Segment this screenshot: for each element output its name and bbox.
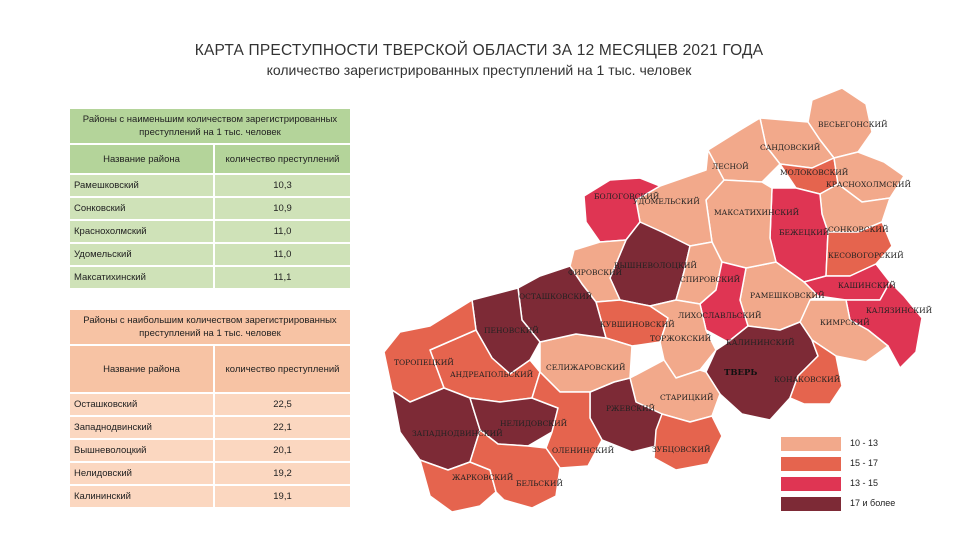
map-label: САНДОВСКИЙ bbox=[760, 143, 821, 152]
district-value: 10,3 bbox=[213, 173, 352, 198]
district-name: Вышневолоцкий bbox=[68, 438, 215, 463]
legend-item: 17 и более bbox=[781, 494, 921, 514]
legend-swatch bbox=[781, 457, 841, 471]
table-row: Сонковский 10,9 bbox=[68, 196, 352, 221]
district-value: 19,1 bbox=[213, 484, 352, 509]
map-label: КЕСОВОГОРСКИЙ bbox=[828, 251, 904, 260]
table-low-col-name: Название района bbox=[68, 143, 215, 175]
district-value: 10,9 bbox=[213, 196, 352, 221]
table-highest-crime: Районы с наибольшим количеством зарегист… bbox=[68, 308, 352, 509]
district-zubtsovsky bbox=[653, 413, 723, 471]
page-title: КАРТА ПРЕСТУПНОСТИ ТВЕРСКОЙ ОБЛАСТИ ЗА 1… bbox=[194, 42, 764, 59]
district-value: 11,0 bbox=[213, 219, 352, 244]
district-name: Калининский bbox=[68, 484, 215, 509]
page-subtitle: количество зарегистрированных преступлен… bbox=[266, 62, 692, 78]
district-value: 11,1 bbox=[213, 265, 352, 290]
legend-item: 10 - 13 bbox=[781, 434, 921, 454]
table-row: Вышневолоцкий 20,1 bbox=[68, 438, 352, 463]
map-label: КОНАКОВСКИЙ bbox=[774, 375, 841, 384]
district-name: Рамешковский bbox=[68, 173, 215, 198]
map-label: БЕЖЕЦКИЙ bbox=[779, 228, 830, 237]
district-name: Удомельский bbox=[68, 242, 215, 267]
district-value: 20,1 bbox=[213, 438, 352, 463]
map-label: ФИРОВСКИЙ bbox=[568, 268, 623, 277]
legend-swatch bbox=[781, 437, 841, 451]
district-value: 11,0 bbox=[213, 242, 352, 267]
map-label: ПЕНОВСКИЙ bbox=[484, 326, 539, 335]
legend-item: 15 - 17 bbox=[781, 454, 921, 474]
map-label: РАМЕШКОВСКИЙ bbox=[750, 291, 825, 300]
map-label: ЗАПАДНОДВИНСКИЙ bbox=[412, 429, 503, 438]
map-label: УДОМЕЛЬСКИЙ bbox=[633, 197, 700, 206]
map-label: БОЛОГОВСКИЙ bbox=[594, 192, 660, 201]
legend-label: 15 - 17 bbox=[850, 458, 879, 468]
map-label: СПИРОВСКИЙ bbox=[680, 275, 741, 284]
map-label: МОЛОКОВСКИЙ bbox=[780, 168, 849, 177]
map-label: РЖЕВСКИЙ bbox=[606, 404, 656, 413]
map-label: АНДРЕАПОЛЬСКИЙ bbox=[450, 370, 534, 379]
map-label: ОЛЕНИНСКИЙ bbox=[552, 446, 615, 455]
map-label: СЕЛИЖАРОВСКИЙ bbox=[546, 363, 626, 372]
legend-label: 10 - 13 bbox=[850, 438, 879, 448]
map-label: ВЫШНЕВОЛОЦКИЙ bbox=[614, 261, 697, 270]
map-label: КАЛИНИНСКИЙ bbox=[726, 338, 795, 347]
table-low-header: Районы с наименьшим количеством зарегист… bbox=[68, 107, 352, 145]
map-legend: 10 - 13 15 - 17 13 - 15 17 и более bbox=[781, 434, 921, 514]
district-name: Нелидовский bbox=[68, 461, 215, 486]
map-label: СТАРИЦКИЙ bbox=[660, 393, 714, 402]
district-oleninsky bbox=[531, 371, 603, 469]
district-name: Осташковский bbox=[68, 392, 215, 417]
district-value: 19,2 bbox=[213, 461, 352, 486]
map-label: ЛИХОСЛАВЛЬСКИЙ bbox=[678, 311, 762, 320]
district-name: Максатихинский bbox=[68, 265, 215, 290]
table-row: Максатихинский 11,1 bbox=[68, 265, 352, 290]
map-label: СОНКОВСКИЙ bbox=[828, 225, 889, 234]
map-label: ВЕСЬЕГОНСКИЙ bbox=[818, 120, 888, 129]
table-row: Калининский 19,1 bbox=[68, 484, 352, 509]
legend-swatch bbox=[781, 477, 841, 491]
map-label: КАШИНСКИЙ bbox=[838, 281, 896, 290]
table-row: Рамешковский 10,3 bbox=[68, 173, 352, 198]
district-name: Сонковский bbox=[68, 196, 215, 221]
district-value: 22,1 bbox=[213, 415, 352, 440]
district-konakovsky bbox=[789, 339, 843, 405]
table-row: Нелидовский 19,2 bbox=[68, 461, 352, 486]
map-label: КИМРСКИЙ bbox=[820, 318, 870, 327]
map-label: ЛЕСНОЙ bbox=[712, 162, 749, 171]
map-label: ЖАРКОВСКИЙ bbox=[452, 473, 514, 482]
table-low-col-value: количество преступлений bbox=[213, 143, 352, 175]
legend-label: 13 - 15 bbox=[850, 478, 879, 488]
map-label: МАКСАТИХИНСКИЙ bbox=[714, 208, 800, 217]
map-label: ОСТАШКОВСКИЙ bbox=[519, 292, 593, 301]
table-row: Краснохолмский 11,0 bbox=[68, 219, 352, 244]
map-label: КУВШИНОВСКИЙ bbox=[600, 320, 675, 329]
map-label: ТОРЖОКСКИЙ bbox=[650, 334, 712, 343]
table-high-col-name: Название района bbox=[68, 344, 215, 394]
legend-item: 13 - 15 bbox=[781, 474, 921, 494]
district-name: Западнодвинский bbox=[68, 415, 215, 440]
table-high-col-value: количество преступлений bbox=[213, 344, 352, 394]
table-row: Осташковский 22,5 bbox=[68, 392, 352, 417]
table-high-header: Районы с наибольшим количеством зарегист… bbox=[68, 308, 352, 346]
district-belsky bbox=[469, 429, 561, 509]
district-name: Краснохолмский bbox=[68, 219, 215, 244]
map-label-city: ТВЕРЬ bbox=[724, 368, 757, 378]
legend-swatch bbox=[781, 497, 841, 511]
map-label: НЕЛИДОВСКИЙ bbox=[500, 419, 568, 428]
table-lowest-crime: Районы с наименьшим количеством зарегист… bbox=[68, 107, 352, 290]
legend-label: 17 и более bbox=[850, 498, 896, 508]
table-row: Западнодвинский 22,1 bbox=[68, 415, 352, 440]
district-bologovsky bbox=[583, 177, 661, 243]
map-label: КРАСНОХОЛМСКИЙ bbox=[826, 180, 911, 189]
map-label: КАЛЯЗИНСКИЙ bbox=[866, 306, 933, 315]
map-label: ТОРОПЕЦКИЙ bbox=[394, 358, 454, 367]
district-value: 22,5 bbox=[213, 392, 352, 417]
table-row: Удомельский 11,0 bbox=[68, 242, 352, 267]
map-label: БЕЛЬСКИЙ bbox=[516, 479, 563, 488]
map-label: ЗУБЦОВСКИЙ bbox=[652, 445, 711, 454]
